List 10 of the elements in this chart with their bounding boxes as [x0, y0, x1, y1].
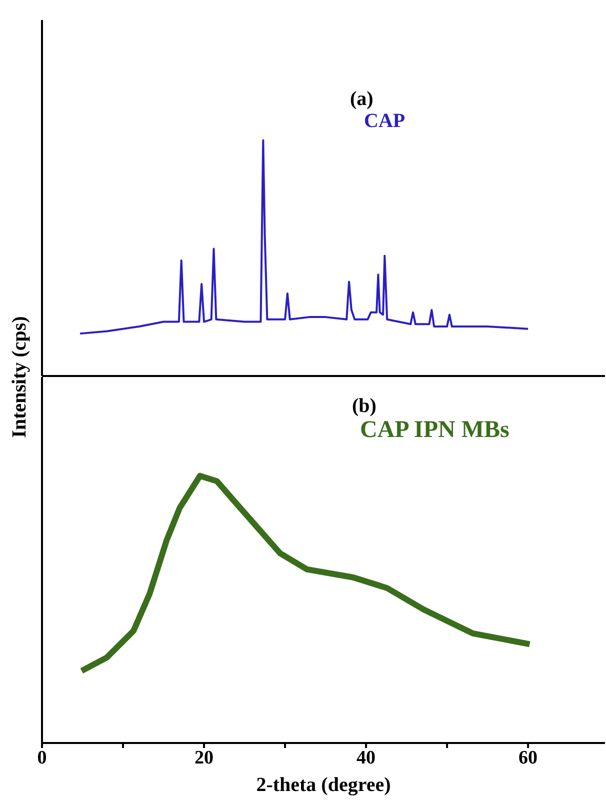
x-tick-label: 60: [518, 747, 538, 768]
chart-title: (a): [350, 88, 374, 111]
x-tick-label: 40: [356, 747, 376, 768]
x-axis-title: 2-theta (degree): [256, 774, 391, 796]
x-tick-label: 20: [194, 747, 214, 768]
chart-title: (b): [352, 395, 376, 418]
x-tick-label: 0: [37, 747, 47, 768]
text: CAP IPN MBs: [360, 417, 510, 444]
text: CAP: [364, 110, 406, 133]
y-axis-title: Intensity (cps): [8, 316, 32, 438]
